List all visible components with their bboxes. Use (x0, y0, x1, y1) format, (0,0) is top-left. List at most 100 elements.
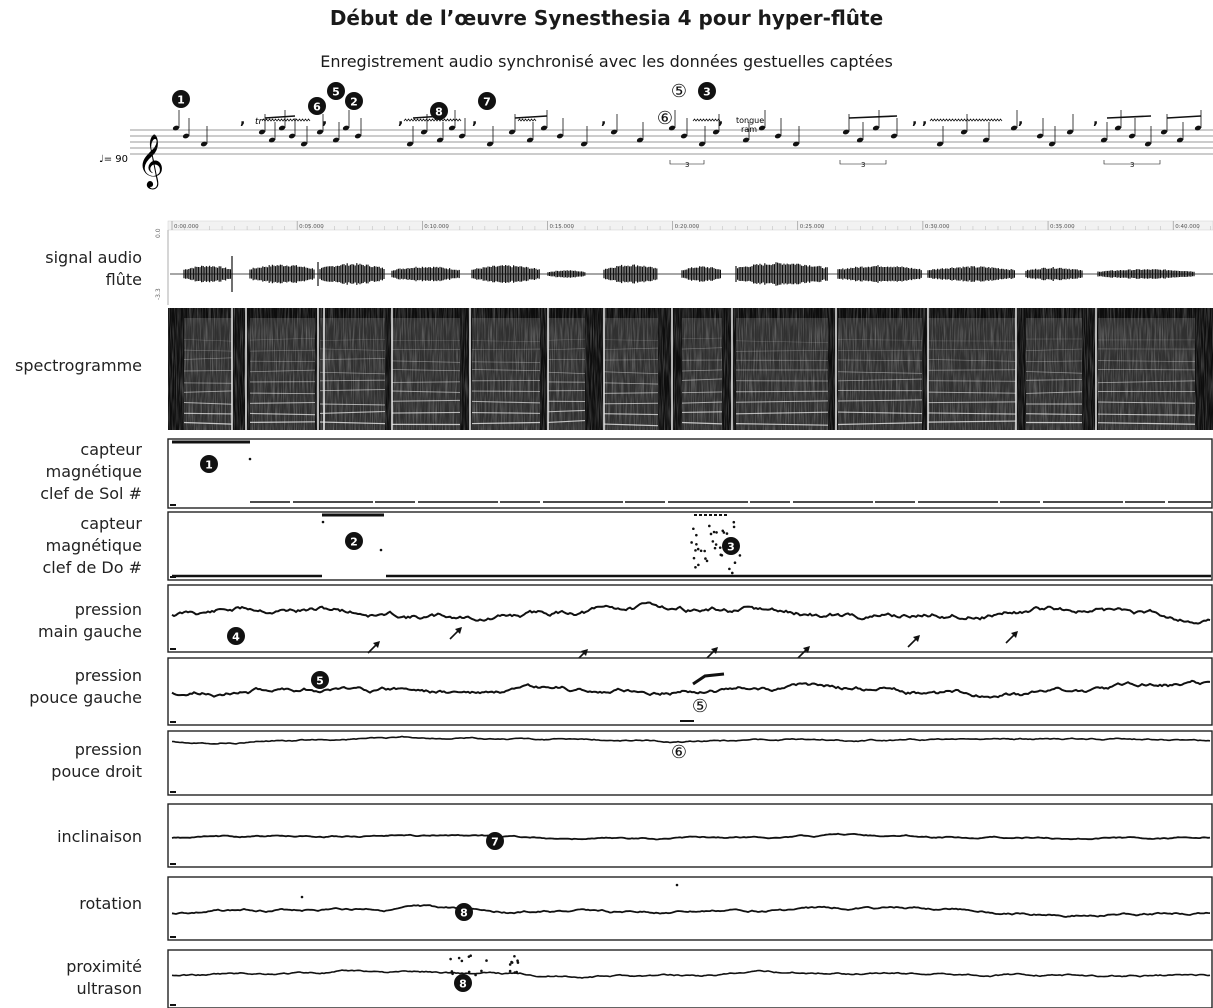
note-head (172, 125, 180, 131)
note-head (792, 141, 800, 147)
note-head (448, 125, 456, 131)
spectrogram-panel (168, 308, 1213, 430)
note-head (960, 129, 968, 135)
tongue-ram-label-2: ram (741, 125, 757, 134)
note-head (436, 137, 444, 143)
panel-rot: 8 (167, 876, 1213, 941)
track-label-do-0: capteur (80, 514, 142, 533)
note-head (526, 137, 534, 143)
note-head (1066, 129, 1074, 135)
score-marker-5-label: 7 (483, 96, 491, 109)
panel-marker-rot-8-label: 8 (460, 907, 468, 920)
score-marker-3 (345, 92, 363, 110)
track-label-rot-0: rotation (79, 894, 142, 913)
score-marker-7-label: 3 (703, 86, 711, 99)
note-head (872, 125, 880, 131)
panel-marker-rot-8 (455, 903, 473, 921)
panel-marker-sol-1-label: 1 (205, 459, 213, 472)
track-label-audio-1: flûte (106, 270, 142, 289)
note-head (1144, 141, 1152, 147)
svg-text:,: , (1093, 112, 1098, 128)
panel-marker-prox-8-label: 8 (459, 978, 467, 991)
svg-text:,: , (718, 112, 723, 128)
panel-prox: 8 (167, 949, 1213, 1008)
note-head (936, 141, 944, 147)
triplet-number: 3 (685, 161, 689, 169)
score-marker-1 (327, 82, 345, 100)
note-head (1128, 133, 1136, 139)
track-label-do-2: clef de Do # (43, 558, 143, 577)
track-label-inc-0: inclinaison (57, 827, 142, 846)
note-head (406, 141, 414, 147)
note-head (842, 129, 850, 135)
musical-score: ♩= 90 𝄞 ,,,,,,,,, , 3 3 3 1 56 2 8 7 ⑤ 3 ⑥ tr tongu… (99, 81, 1213, 189)
score-marker-7 (698, 82, 716, 100)
note-head (1160, 129, 1168, 135)
note-head (556, 133, 564, 139)
svg-text:,: , (398, 112, 403, 128)
track-label-pg-0: pression (75, 666, 142, 685)
note-head (316, 129, 324, 135)
triplet-number: 3 (861, 161, 865, 169)
panel-marker-do-2 (345, 532, 363, 550)
time-tick-label: 0:15.000 (549, 224, 574, 230)
note-head (610, 129, 618, 135)
page-subtitle: Enregistrement audio synchronisé avec le… (320, 52, 893, 71)
score-marker-0 (172, 90, 190, 108)
score-marker-4 (430, 102, 448, 120)
note-head (332, 137, 340, 143)
time-tick-label: 0:00.000 (174, 224, 199, 230)
time-tick-label: 0:35.000 (1050, 224, 1075, 230)
panel-marker-pg-5-label: 5 (316, 675, 324, 688)
audio-scale-bottom: -3.3 (155, 288, 162, 300)
panel-marker-inc-7 (486, 832, 504, 850)
track-label-sol-2: clef de Sol # (40, 484, 142, 503)
track-label-sol-1: magnétique (46, 462, 142, 481)
score-marker-6: ⑤ (671, 81, 687, 102)
note-head (668, 125, 676, 131)
note-head (1194, 125, 1202, 131)
note-head (1176, 137, 1184, 143)
score-notes: ,,,,,,,,, , 3 3 3 (172, 110, 1202, 169)
note-head (508, 129, 516, 135)
note-head (982, 137, 990, 143)
score-marker-2-label: 6 (313, 101, 321, 114)
track-label-prox-0: proximité (66, 957, 142, 976)
track-label-pd-1: pouce droit (51, 762, 142, 781)
track-label-mg-1: main gauche (38, 622, 142, 641)
panel-marker-sol-1 (200, 455, 218, 473)
panel-mg: 4 (167, 584, 1213, 662)
panel-marker-do-3-label: 3 (727, 541, 735, 554)
score-marker-0-label: 1 (177, 94, 185, 107)
note-head (890, 133, 898, 139)
note-head (580, 141, 588, 147)
score-marker-8: ⑥ (657, 108, 673, 129)
svg-text:,: , (922, 112, 927, 128)
svg-text:,: , (322, 112, 327, 128)
tempo-marking: ♩= 90 (99, 154, 128, 165)
panel-marker-pg-5 (311, 671, 329, 689)
note-head (636, 137, 644, 143)
track-label-pg-1: pouce gauche (29, 688, 142, 707)
track-label-spectro-0: spectrogramme (15, 356, 142, 375)
track-label-sol-0: capteur (80, 440, 142, 459)
panel-sol: 1 (167, 438, 1213, 509)
note-head (712, 129, 720, 135)
audio-waveform-panel: 0.0 -3.3 (155, 228, 1213, 305)
track-label-audio-0: signal audio (45, 248, 142, 267)
note-head (758, 125, 766, 131)
panel-marker-pd-6: ⑥ (671, 742, 687, 763)
note-head (1036, 133, 1044, 139)
note-head (1048, 141, 1056, 147)
note-head (698, 141, 706, 147)
note-head (268, 137, 276, 143)
panel-marker-mg-4 (227, 627, 245, 645)
time-tick-label: 0:30.000 (925, 224, 950, 230)
track-label-mg-0: pression (75, 600, 142, 619)
note-head (354, 133, 362, 139)
tongue-ram-label: tongue (736, 116, 764, 125)
note-head (300, 141, 308, 147)
note-head (1100, 137, 1108, 143)
time-axis: 0:00.000 0:05.000 0:10.000 0:15.000 0:20.000… (167, 220, 1213, 231)
